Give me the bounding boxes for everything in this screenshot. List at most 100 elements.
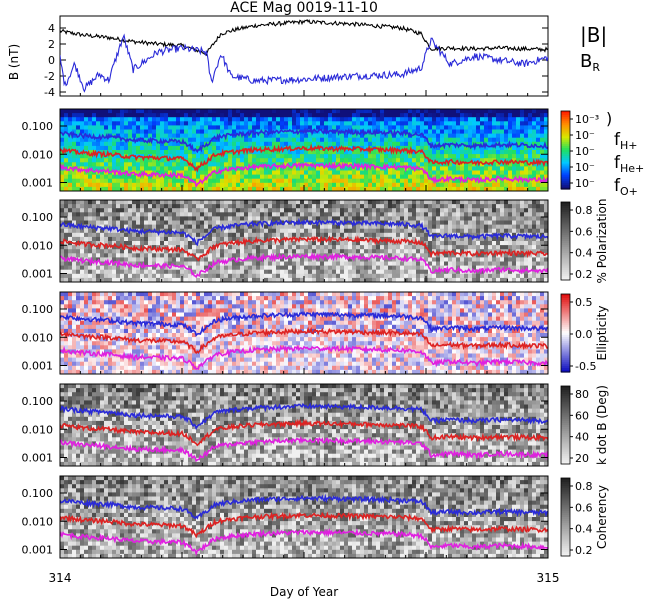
heatmap-cell <box>176 133 181 139</box>
heatmap-cell <box>64 232 69 238</box>
heatmap-cell <box>336 113 341 118</box>
heatmap-cell <box>400 186 405 191</box>
heatmap-cell <box>228 170 233 176</box>
heatmap-cell <box>264 113 269 118</box>
heatmap-cell <box>224 236 229 242</box>
heatmap-cell <box>388 162 393 167</box>
heatmap-cell <box>404 261 409 267</box>
heatmap-cell <box>520 166 525 172</box>
heatmap-cell <box>224 265 229 271</box>
heatmap-cell <box>220 212 225 217</box>
heatmap-cell <box>328 113 333 118</box>
heatmap-cell <box>456 241 461 246</box>
heatmap-cell <box>208 253 213 258</box>
heatmap-cell <box>228 220 233 226</box>
heatmap-cell <box>524 186 529 191</box>
heatmap-cell <box>352 174 357 180</box>
heatmap-cell <box>216 166 221 172</box>
heatmap-cell <box>460 121 465 126</box>
heatmap-cell <box>140 133 145 139</box>
heatmap-cell <box>212 178 217 184</box>
heatmap-cell <box>240 186 245 191</box>
heatmap-cell <box>368 261 373 267</box>
heatmap-cell <box>236 216 241 222</box>
heatmap-cell <box>116 200 121 205</box>
heatmap-cell <box>364 241 369 246</box>
heatmap-cell <box>204 186 209 191</box>
heatmap-cell <box>192 125 197 131</box>
heatmap-cell <box>444 166 449 172</box>
heatmap-cell <box>404 204 409 209</box>
heatmap-cell <box>208 186 213 191</box>
heatmap-cell <box>256 145 261 151</box>
heatmap-cell <box>316 137 321 143</box>
heatmap-cell <box>440 141 445 147</box>
heatmap-cell <box>404 137 409 143</box>
heatmap-cell <box>172 212 177 217</box>
heatmap-cell <box>280 121 285 126</box>
heatmap-cell <box>436 216 441 222</box>
heatmap-cell <box>196 154 201 159</box>
heatmap-cell <box>124 125 129 131</box>
heatmap-cell <box>348 117 353 122</box>
heatmap-cell <box>320 269 325 275</box>
heatmap-cell <box>260 117 265 122</box>
heatmap-cell <box>204 212 209 217</box>
heatmap-cell <box>60 253 65 258</box>
heatmap-cell <box>256 174 261 180</box>
heatmap-cell <box>208 249 213 254</box>
heatmap-cell <box>356 154 361 159</box>
heatmap-cell <box>492 150 497 155</box>
heatmap-cell <box>252 261 257 267</box>
heatmap-cell <box>192 241 197 246</box>
heatmap-cell <box>368 277 373 282</box>
heatmap-cell <box>232 174 237 180</box>
heatmap-cell <box>200 137 205 143</box>
colorbar-segment <box>561 183 570 186</box>
heatmap-cell <box>352 200 357 205</box>
heatmap-cell <box>436 113 441 118</box>
heatmap-cell <box>392 228 397 234</box>
heatmap-cell <box>440 269 445 275</box>
heatmap-cell <box>60 109 65 114</box>
heatmap-cell <box>148 170 153 176</box>
heatmap-cell <box>532 204 537 209</box>
heatmap-cell <box>232 109 237 114</box>
heatmap-cell <box>132 178 137 184</box>
heatmap-cell <box>388 141 393 147</box>
heatmap-cell <box>272 208 277 213</box>
heatmap-cell <box>240 154 245 159</box>
heatmap-cell <box>500 241 505 246</box>
heatmap-cell <box>380 109 385 114</box>
heatmap-cell <box>400 137 405 143</box>
heatmap-cell <box>264 208 269 213</box>
heatmap-cell <box>496 224 501 230</box>
heatmap-cell <box>408 137 413 143</box>
heatmap-cell <box>472 224 477 230</box>
heatmap-cell <box>496 121 501 126</box>
heatmap-cell <box>192 121 197 126</box>
heatmap-cell <box>292 236 297 242</box>
heatmap-cell <box>152 121 157 126</box>
heatmap-cell <box>376 253 381 258</box>
heatmap-cell <box>472 261 477 267</box>
heatmap-cell <box>324 277 329 282</box>
heatmap-cell <box>400 249 405 254</box>
heatmap-cell <box>504 133 509 139</box>
heatmap-cell <box>452 117 457 122</box>
heatmap-cell <box>412 216 417 222</box>
heatmap-cell <box>168 241 173 246</box>
heatmap-cell <box>412 158 417 163</box>
heatmap-cell <box>224 158 229 163</box>
heatmap-cell <box>240 113 245 118</box>
heatmap-cell <box>132 200 137 205</box>
heatmap-cell <box>360 236 365 242</box>
heatmap-cell <box>416 200 421 205</box>
overlay-line-f-o <box>60 160 548 188</box>
heatmap-cell <box>536 245 541 250</box>
heatmap-cell <box>344 208 349 213</box>
heatmap-cell <box>88 150 93 155</box>
heatmap-cell <box>360 224 365 230</box>
heatmap-cell <box>536 141 541 147</box>
heatmap-cell <box>216 178 221 184</box>
